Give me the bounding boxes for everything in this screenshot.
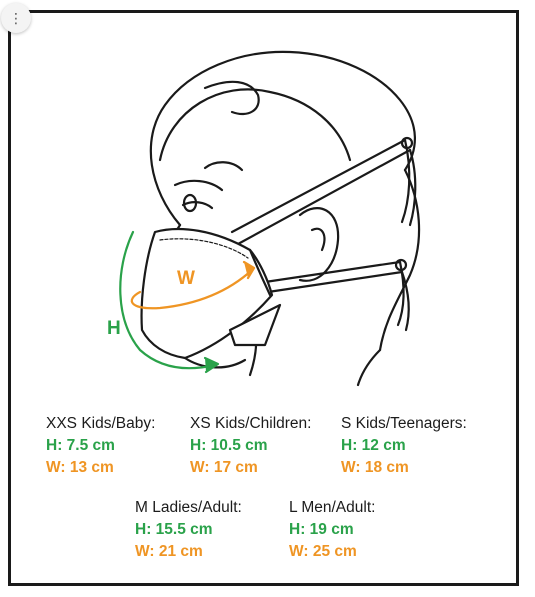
neck-back bbox=[356, 348, 382, 387]
lower-tie-2 bbox=[400, 270, 410, 332]
mask-top-seam bbox=[159, 238, 249, 259]
height-label: H bbox=[107, 318, 121, 339]
size-height: H: 10.5 cm bbox=[190, 437, 268, 454]
size-s: S Kids/Teenagers: H: 12 cm W: 18 cm bbox=[341, 413, 467, 479]
ear bbox=[298, 207, 340, 282]
size-xs: XS Kids/Children: H: 10.5 cm W: 17 cm bbox=[190, 413, 311, 479]
temple-line bbox=[203, 161, 244, 172]
size-height: H: 15.5 cm bbox=[135, 521, 213, 538]
lower-strap-2 bbox=[266, 270, 404, 294]
more-options-button[interactable]: ⋮ bbox=[1, 3, 31, 33]
vertical-ellipsis-icon: ⋮ bbox=[9, 9, 23, 26]
lower-strap bbox=[263, 260, 402, 284]
size-name: XXS Kids/Baby: bbox=[46, 415, 156, 432]
eye bbox=[182, 193, 198, 213]
eyebrow bbox=[173, 179, 224, 192]
eye-lid bbox=[181, 201, 214, 210]
ear-inner bbox=[310, 227, 326, 252]
height-measure-arc bbox=[119, 230, 217, 370]
lower-knot bbox=[394, 258, 408, 272]
size-name: M Ladies/Adult: bbox=[135, 499, 242, 516]
size-l: L Men/Adult: H: 19 cm W: 25 cm bbox=[289, 497, 375, 563]
width-measure-arc bbox=[130, 268, 254, 310]
height-arrow-head bbox=[203, 356, 220, 374]
width-arrow-head bbox=[242, 260, 256, 280]
size-m: M Ladies/Adult: H: 15.5 cm W: 21 cm bbox=[135, 497, 242, 563]
upper-tie-2 bbox=[408, 148, 417, 227]
mask-bottom-flap bbox=[228, 303, 282, 347]
size-width: W: 18 cm bbox=[341, 459, 409, 476]
size-height: H: 7.5 cm bbox=[46, 437, 115, 454]
hair-curl bbox=[203, 80, 260, 116]
size-name: L Men/Adult: bbox=[289, 499, 376, 516]
size-name: XS Kids/Children: bbox=[190, 415, 312, 432]
size-width: W: 13 cm bbox=[46, 459, 114, 476]
hair-outline bbox=[149, 50, 416, 227]
size-width: W: 25 cm bbox=[289, 543, 357, 560]
upper-strap-2 bbox=[236, 148, 412, 246]
hair-inner bbox=[158, 88, 352, 162]
size-height: H: 19 cm bbox=[289, 521, 354, 538]
upper-knot bbox=[400, 136, 414, 150]
size-xxs: XXS Kids/Baby: H: 7.5 cm W: 13 cm bbox=[46, 413, 155, 479]
size-width: W: 21 cm bbox=[135, 543, 203, 560]
size-width: W: 17 cm bbox=[190, 459, 258, 476]
upper-strap bbox=[230, 138, 407, 234]
size-height: H: 12 cm bbox=[341, 437, 406, 454]
size-name: S Kids/Teenagers: bbox=[341, 415, 467, 432]
mask-fold bbox=[248, 248, 272, 297]
width-label: W bbox=[177, 268, 195, 289]
